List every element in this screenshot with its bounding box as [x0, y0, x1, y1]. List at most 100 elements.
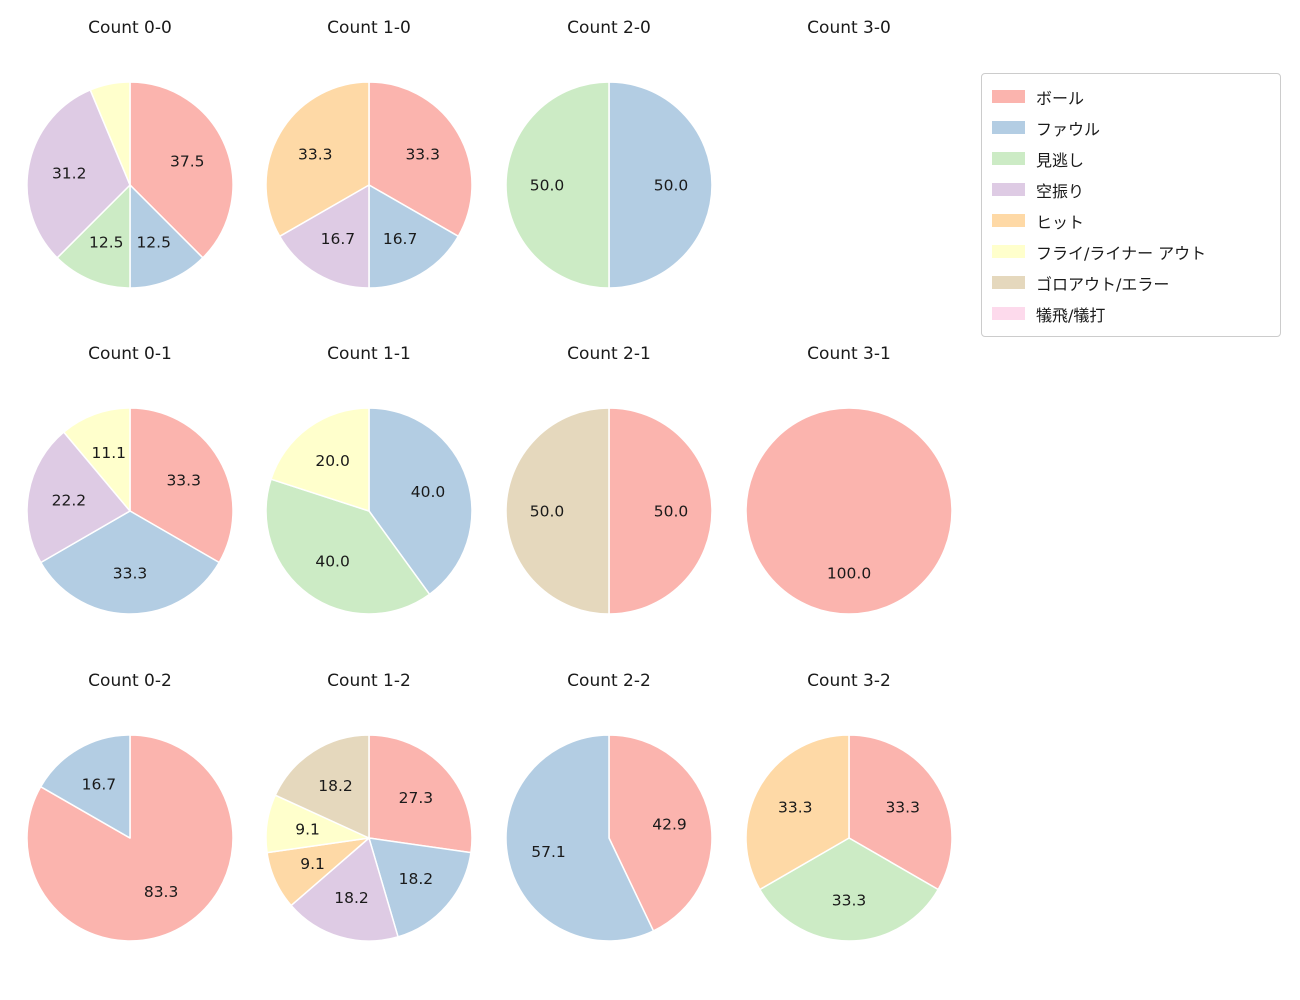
pie-slice-value: 42.9 — [652, 816, 687, 834]
pie-slice-value: 33.3 — [832, 891, 867, 909]
chart-title-count-0-0: Count 0-0 — [88, 18, 172, 38]
pie-slice-value: 37.5 — [170, 153, 205, 171]
chart-title-count-1-2: Count 1-2 — [327, 671, 411, 691]
pie-slice — [368, 81, 473, 238]
pie-slice — [56, 184, 131, 289]
pie-slice-value: 31.2 — [52, 164, 87, 182]
pie-count-2-0: 50.0 50.0 — [505, 81, 713, 289]
pie-slice-value: 22.2 — [52, 492, 87, 510]
chart-title-count-1-1: Count 1-1 — [327, 344, 411, 364]
pie-count-0-0: 37.5 12.5 12.5 31.2 — [26, 81, 234, 289]
pie-slice-value: 18.2 — [334, 889, 369, 907]
pie-slice — [290, 837, 399, 942]
pie-slice — [608, 734, 713, 932]
legend-swatch — [992, 121, 1025, 134]
legend-label: 空振り — [1036, 181, 1085, 201]
legend: ボールファウル見逃し空振りヒットフライ/ライナー アウト ゴロアウト/エラー 犠飛/… — [981, 73, 1281, 337]
legend-label: ファウル — [1036, 119, 1101, 139]
chart-title-count-3-1: Count 3-1 — [807, 344, 891, 364]
legend-label: フライ/ライナー アウト — [1036, 243, 1207, 263]
pie-slice — [368, 184, 460, 289]
pie-count-0-1: 33.3 33.3 22.2 11.1 — [26, 407, 234, 615]
legend-item: ボール — [992, 81, 1270, 112]
pie-slice-value: 16.7 — [82, 776, 117, 794]
pie-slice-value: 16.7 — [321, 230, 356, 248]
pie-slice — [129, 81, 234, 259]
pie-slice-value: 11.1 — [92, 444, 127, 462]
pie-slice-value: 50.0 — [654, 502, 689, 520]
pie-slice — [26, 431, 131, 564]
chart-title-count-1-0: Count 1-0 — [327, 18, 411, 38]
pie-slice — [505, 734, 655, 942]
pie-slice — [848, 734, 953, 891]
chart-title-count-0-2: Count 0-2 — [88, 671, 172, 691]
pie-slice-value: 57.1 — [531, 843, 566, 861]
pie-slice — [278, 184, 370, 289]
chart-title-count-2-0: Count 2-0 — [567, 18, 651, 38]
pie-slice-value: 83.3 — [144, 883, 179, 901]
legend-item: フライ/ライナー アウト — [992, 236, 1270, 267]
pie-slice — [129, 184, 204, 289]
legend-swatch — [992, 90, 1025, 103]
pie-slice-value: 12.5 — [136, 234, 171, 252]
chart-title-count-3-2: Count 3-2 — [807, 671, 891, 691]
pie-slice — [265, 478, 431, 615]
pie-slice-value: 50.0 — [654, 176, 689, 194]
pie-count-3-2: 33.3 33.3 33.3 — [745, 734, 953, 942]
pie-count-1-0: 33.3 16.7 16.7 33.3 — [265, 81, 473, 289]
legend-swatch — [992, 276, 1025, 289]
pie-slice-value: 100.0 — [827, 564, 871, 582]
pie-slice — [63, 407, 131, 512]
pie-slice — [40, 510, 220, 615]
legend-swatch — [992, 245, 1025, 258]
pie-count-2-1: 50.0 50.0 — [505, 407, 713, 615]
pie-slice — [745, 734, 850, 891]
chart-title-count-2-2: Count 2-2 — [567, 671, 651, 691]
pie-count-3-1: 100.0 — [745, 407, 953, 615]
legend-item: ヒット — [992, 205, 1270, 236]
pie-slice-value: 18.2 — [318, 777, 353, 795]
pie-slice-value: 9.1 — [295, 821, 320, 839]
pie-slice-value: 33.3 — [885, 798, 920, 816]
pie-slice-value: 33.3 — [778, 798, 813, 816]
legend-swatch — [992, 307, 1025, 320]
pie-slice-value: 33.3 — [113, 564, 148, 582]
pie-slice — [274, 734, 370, 839]
legend-swatch — [992, 214, 1025, 227]
legend-label: 犠飛/犠打 — [1036, 305, 1106, 325]
pie-slice-value: 33.3 — [298, 145, 333, 163]
legend-swatch — [992, 152, 1025, 165]
pie-slice — [89, 81, 131, 186]
pie-count-1-2: 27.3 18.2 18.2 9.1 9.1 18.2 — [265, 734, 473, 942]
pie-slice-value: 50.0 — [530, 502, 565, 520]
pie-count-0-2: 83.3 16.7 — [26, 734, 234, 942]
pie-slice — [745, 407, 953, 615]
pie-slice — [505, 81, 610, 289]
pie-slice — [265, 81, 370, 238]
pie-slice-value: 40.0 — [315, 553, 350, 571]
pie-slice — [26, 89, 131, 259]
legend-item: 犠飛/犠打 — [992, 298, 1270, 329]
chart-title-count-3-0: Count 3-0 — [807, 18, 891, 38]
legend-item: ゴロアウト/エラー — [992, 267, 1270, 298]
pie-slice — [608, 81, 713, 289]
pie-slice — [368, 734, 473, 854]
pie-slice — [39, 734, 131, 839]
pie-slice — [270, 407, 370, 512]
pie-slice — [129, 407, 234, 564]
pie-count-2-2: 42.9 57.1 — [505, 734, 713, 942]
legend-item: 空振り — [992, 174, 1270, 205]
pie-slice-value: 20.0 — [315, 452, 350, 470]
legend-label: ゴロアウト/エラー — [1036, 274, 1170, 294]
legend-label: 見逃し — [1036, 150, 1085, 170]
pie-slice-value: 50.0 — [530, 176, 565, 194]
legend-label: ボール — [1036, 88, 1085, 108]
pie-count-1-1: 40.0 40.0 20.0 — [265, 407, 473, 615]
pie-slice-value: 12.5 — [89, 234, 124, 252]
pie-slice — [368, 837, 472, 938]
pie-slice-value: 33.3 — [166, 471, 201, 489]
legend-item: ファウル — [992, 112, 1270, 143]
legend-swatch — [992, 183, 1025, 196]
legend-label: ヒット — [1036, 212, 1085, 232]
